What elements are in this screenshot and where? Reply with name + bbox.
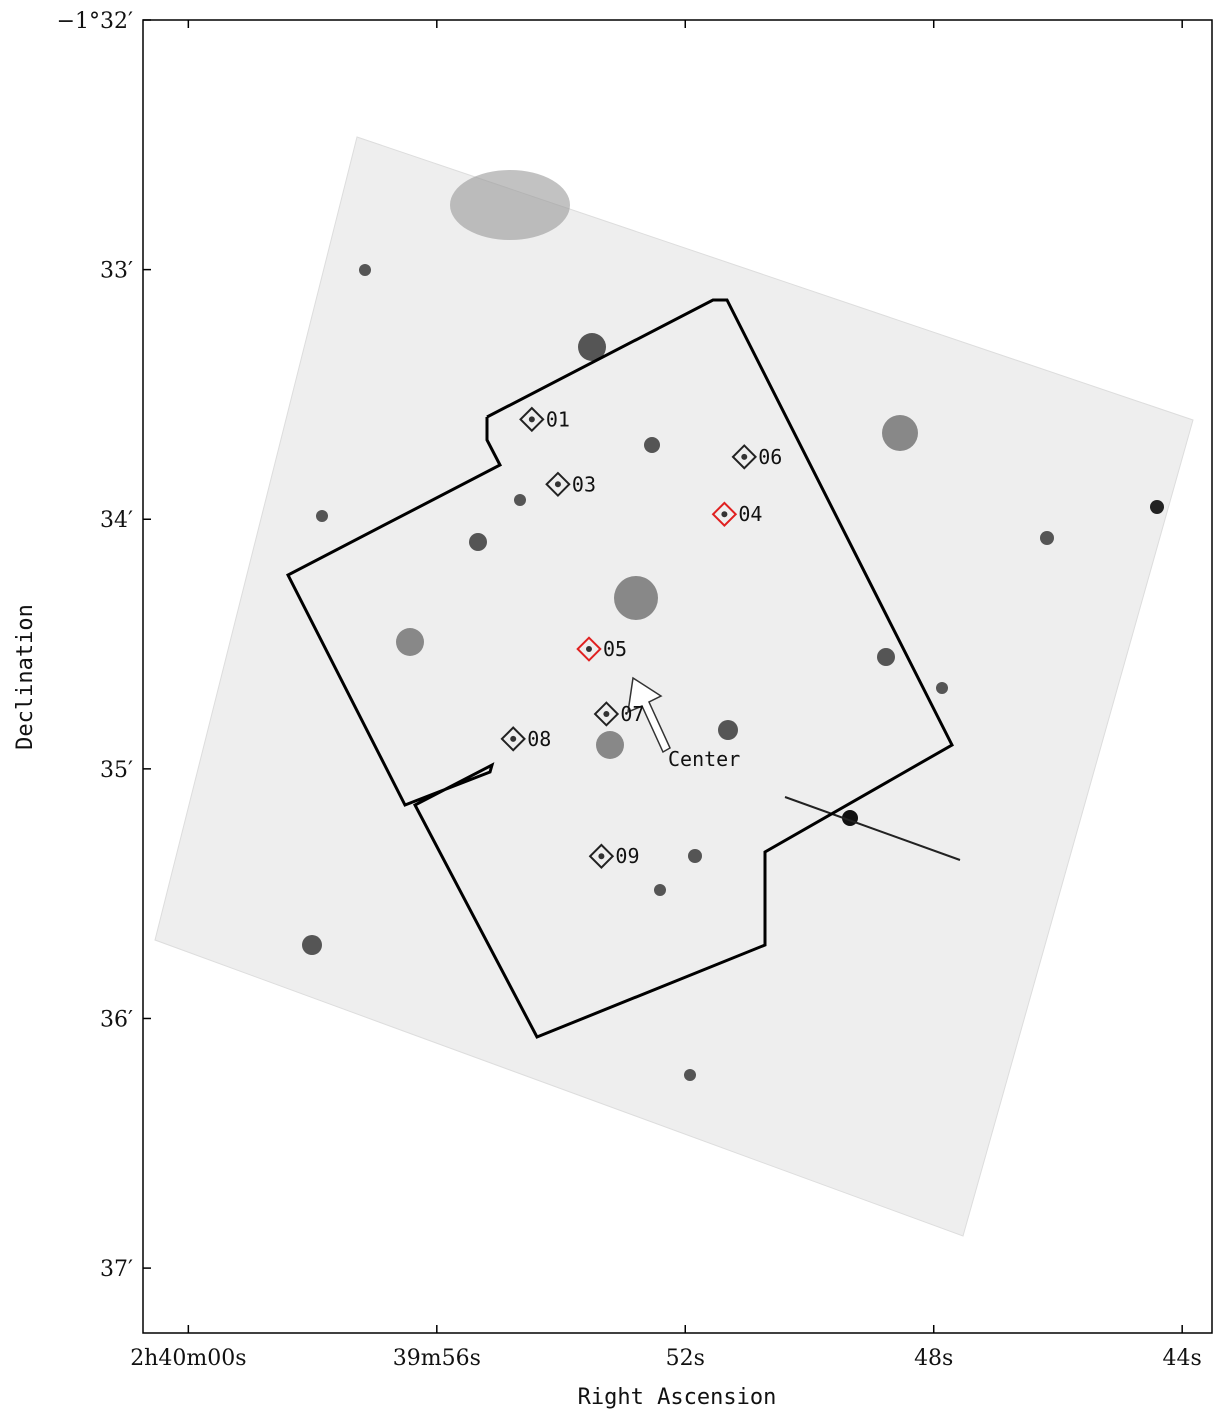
- x-tick-label: 39m56s: [393, 1346, 481, 1371]
- x-tick-label: 52s: [666, 1346, 705, 1371]
- axes-frame: [142, 19, 1213, 1334]
- source: [528, 416, 535, 423]
- x-tick-label: 2h40m00s: [130, 1346, 246, 1371]
- region-label: 05: [603, 637, 627, 661]
- annotation: Center: [668, 747, 740, 771]
- region-label: 03: [572, 472, 596, 496]
- region-label: 08: [527, 727, 551, 751]
- region-marker: [545, 471, 571, 498]
- y-tick-label: 37′: [100, 1257, 133, 1282]
- region-label: 06: [758, 445, 782, 469]
- source: [741, 453, 748, 460]
- source: [603, 710, 610, 717]
- region-marker: [576, 636, 602, 662]
- region-label: 04: [738, 502, 762, 526]
- region-marker: [500, 726, 526, 752]
- source: [721, 511, 728, 518]
- region-label: 09: [615, 844, 639, 868]
- y-tick-label: −1°32′: [57, 9, 133, 34]
- center-arrow: [627, 676, 671, 754]
- contour: [285, 298, 954, 1039]
- x-axis-label: Right Ascension: [578, 1385, 777, 1410]
- source: [554, 481, 561, 488]
- x-tick-label: 48s: [914, 1346, 953, 1371]
- region-marker: [588, 843, 615, 869]
- x-tick-label: 44s: [1163, 1346, 1202, 1371]
- source: [598, 853, 605, 860]
- region-marker: [519, 406, 545, 433]
- image-footprint: [154, 136, 1194, 1237]
- source: [585, 646, 592, 653]
- region-marker: [711, 501, 738, 527]
- galaxies: [302, 170, 1164, 1081]
- region-marker: [593, 701, 620, 727]
- region-label: 01: [546, 407, 570, 431]
- y-tick-label: 34′: [100, 508, 133, 533]
- y-tick-label: 36′: [100, 1007, 133, 1032]
- y-tick-label: 33′: [100, 259, 133, 284]
- y-tick-label: 35′: [100, 758, 133, 783]
- diffraction-spike: [784, 796, 961, 861]
- source: [510, 735, 517, 742]
- region-label: 07: [620, 702, 644, 726]
- region-marker: [731, 444, 758, 470]
- y-axis-label: Declination: [13, 604, 38, 750]
